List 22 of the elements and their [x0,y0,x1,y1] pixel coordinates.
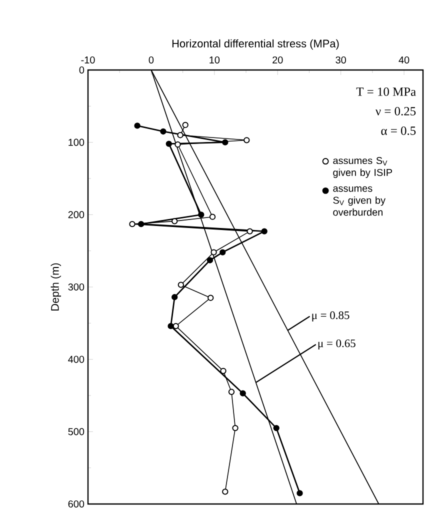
y-tick-label: 100 [68,138,84,146]
y-tick-label: 200 [68,211,84,218]
x-tick-label: -10 [81,56,95,64]
x-tick-label: 30 [336,56,346,64]
y-tick-label: 0 [79,66,84,74]
legend-label: μ = 0.85 [312,311,350,322]
x-tick-label: 40 [398,56,410,64]
y-tick-label: 300 [68,283,84,291]
text: μ = 0.65 [318,339,356,350]
x-tick-label: 0 [148,56,154,64]
legend-label: assumes S$_{V}$ given by ISIP [333,157,392,178]
y-tick-label: 500 [68,428,84,436]
y-axis-title: Depth (m) [50,263,62,310]
y-tick-label: 600 [68,500,84,508]
x-tick-label: 20 [272,56,283,64]
annotation: T = 10 MPa [356,88,416,96]
annotation: ν = 0.25 [375,107,416,116]
x-axis-title: Horizontal differential stress (MPa) [172,39,339,50]
annotation: α = 0.5 [381,126,416,135]
x-tick-label: 10 [210,56,220,64]
legend-label: assumes S$_{V}$ given by overburden [333,186,386,216]
y-tick-label: 400 [68,356,84,363]
